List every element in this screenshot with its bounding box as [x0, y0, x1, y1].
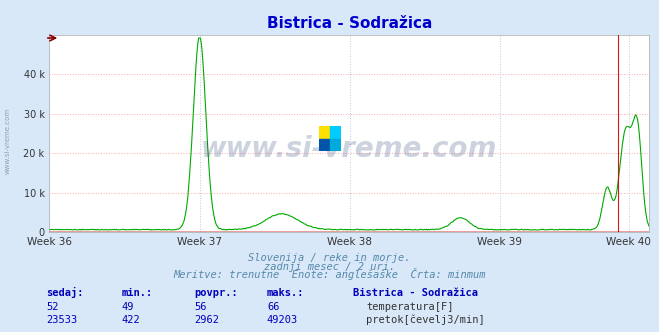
Text: min.:: min.: [122, 288, 153, 298]
Text: 52: 52 [46, 302, 59, 312]
Text: Meritve: trenutne  Enote: anglešaške  Črta: minmum: Meritve: trenutne Enote: anglešaške Črta… [173, 268, 486, 280]
Bar [319, 126, 330, 138]
Text: sedaj:: sedaj: [46, 287, 84, 298]
Text: 49203: 49203 [267, 315, 298, 325]
Text: maks.:: maks.: [267, 288, 304, 298]
Text: www.si-vreme.com: www.si-vreme.com [201, 135, 498, 163]
Text: pretok[čevelj3/min]: pretok[čevelj3/min] [366, 314, 485, 325]
Text: www.si-vreme.com: www.si-vreme.com [5, 108, 11, 174]
Text: povpr.:: povpr.: [194, 288, 238, 298]
Text: 2962: 2962 [194, 315, 219, 325]
Text: 422: 422 [122, 315, 140, 325]
Bar [319, 138, 330, 151]
Bar [330, 138, 341, 151]
Text: 66: 66 [267, 302, 279, 312]
Text: Slovenija / reke in morje.: Slovenija / reke in morje. [248, 253, 411, 263]
Text: Bistrica - Sodražica: Bistrica - Sodražica [353, 288, 478, 298]
Text: 23533: 23533 [46, 315, 77, 325]
Text: zadnji mesec / 2 uri.: zadnji mesec / 2 uri. [264, 262, 395, 272]
Text: temperatura[F]: temperatura[F] [366, 302, 454, 312]
Text: 49: 49 [122, 302, 134, 312]
Title: Bistrica - Sodražica: Bistrica - Sodražica [267, 16, 432, 31]
Bar [330, 126, 341, 138]
Text: 56: 56 [194, 302, 207, 312]
